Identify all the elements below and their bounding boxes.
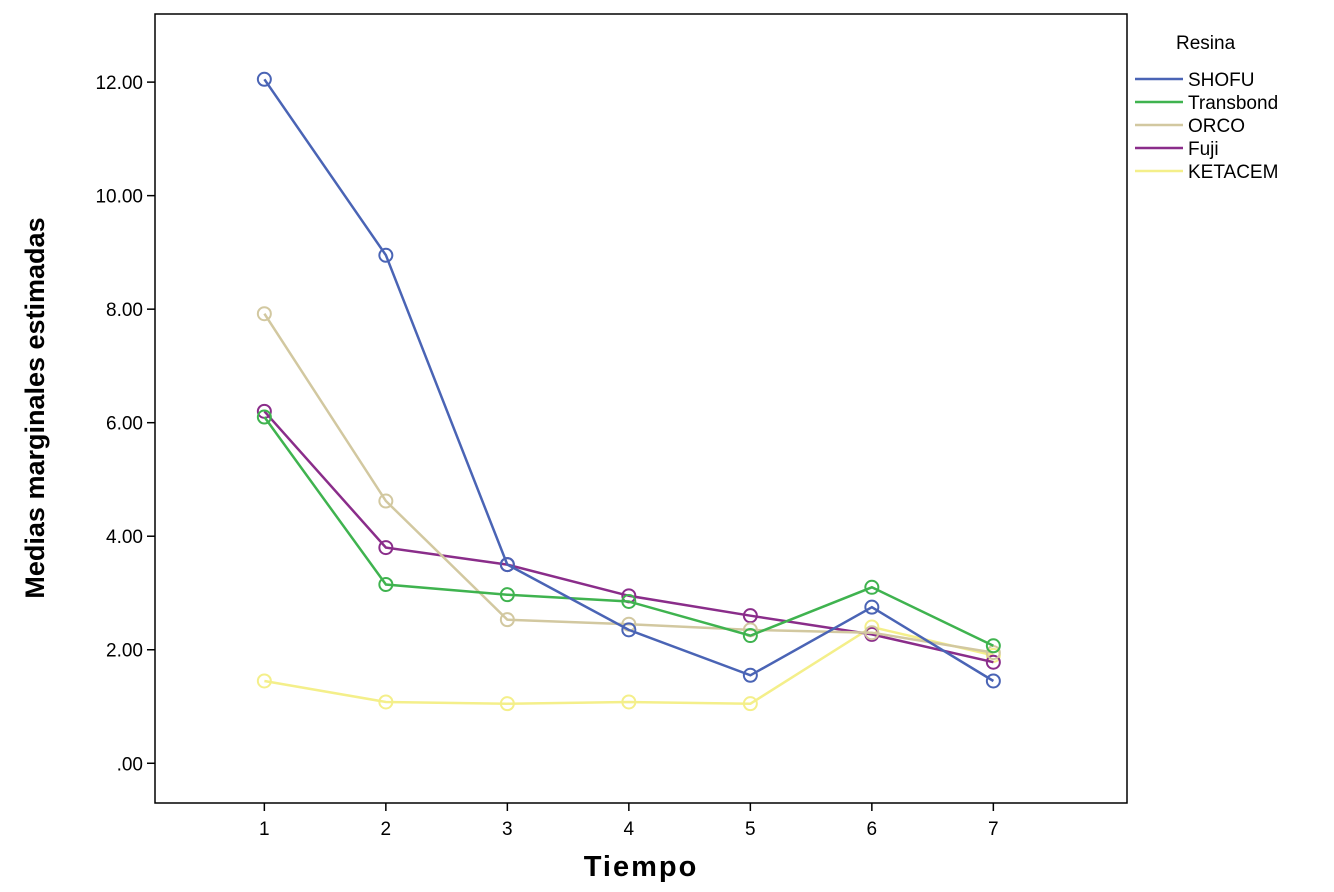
- data-point-transbond: [864, 579, 880, 595]
- legend-label: Fuji: [1188, 139, 1219, 160]
- data-point-ketacem: [742, 696, 758, 712]
- data-point-orco: [256, 306, 272, 322]
- y-axis-title: Medias marginales estimadas: [20, 217, 50, 598]
- legend-item-ketacem: KETACEM: [1135, 162, 1278, 183]
- series-line-transbond: [263, 416, 994, 647]
- series-transbond: [256, 409, 1001, 654]
- legend-item-shofu: SHOFU: [1135, 70, 1255, 91]
- legend-label: Transbond: [1188, 93, 1278, 114]
- data-point-transbond: [256, 409, 272, 425]
- y-tick-label: 2.00: [106, 641, 143, 662]
- data-point-shofu: [378, 247, 394, 263]
- legend-title: Resina: [1176, 33, 1236, 54]
- data-point-ketacem: [621, 694, 637, 710]
- data-point-shofu: [621, 622, 637, 638]
- data-point-orco: [378, 493, 394, 509]
- x-axis: 1 2 3 4 5 6 7: [259, 803, 999, 840]
- data-point-transbond: [378, 576, 394, 592]
- y-tick-label: 4.00: [106, 527, 143, 548]
- x-tick-label: 7: [988, 819, 999, 840]
- legend-label: SHOFU: [1188, 70, 1255, 91]
- data-point-fuji: [378, 540, 394, 556]
- x-tick-label: 3: [502, 819, 513, 840]
- x-tick-label: 5: [745, 819, 756, 840]
- legend-label: ORCO: [1188, 116, 1245, 137]
- data-point-ketacem: [499, 696, 515, 712]
- data-point-orco: [499, 612, 515, 628]
- legend-item-fuji: Fuji: [1135, 139, 1219, 160]
- y-tick-label: 8.00: [106, 300, 143, 321]
- legend-item-orco: ORCO: [1135, 116, 1245, 137]
- data-point-transbond: [621, 593, 637, 609]
- x-axis-title: Tiempo: [584, 851, 699, 883]
- legend-item-transbond: Transbond: [1135, 93, 1278, 114]
- y-tick-label: 10.00: [95, 187, 143, 208]
- y-tick-label: 6.00: [106, 414, 143, 435]
- data-point-ketacem: [378, 694, 394, 710]
- data-point-orco: [864, 625, 880, 641]
- data-point-shofu: [742, 667, 758, 683]
- series-shofu: [256, 71, 1001, 689]
- y-tick-label: 12.00: [95, 73, 143, 94]
- series-layer: [256, 71, 1001, 712]
- x-tick-label: 1: [259, 819, 270, 840]
- x-tick-label: 2: [381, 819, 392, 840]
- data-point-shofu: [499, 557, 515, 573]
- data-point-transbond: [985, 638, 1001, 654]
- data-point-fuji: [742, 608, 758, 624]
- x-tick-label: 4: [624, 819, 635, 840]
- data-point-shofu: [985, 673, 1001, 689]
- y-axis: .00 2.00 4.00 6.00 8.00 10.00 12.00: [95, 73, 155, 775]
- data-point-fuji: [985, 654, 1001, 670]
- data-point-transbond: [742, 628, 758, 644]
- plot-area: [154, 13, 1128, 804]
- data-point-shofu: [256, 71, 272, 87]
- legend-label: KETACEM: [1188, 162, 1278, 183]
- y-tick-label: .00: [117, 754, 143, 775]
- data-point-transbond: [499, 587, 515, 603]
- x-tick-label: 6: [867, 819, 878, 840]
- data-point-shofu: [864, 599, 880, 615]
- data-point-ketacem: [256, 673, 272, 689]
- series-line-shofu: [263, 78, 995, 683]
- data-point-orco: [985, 645, 1001, 661]
